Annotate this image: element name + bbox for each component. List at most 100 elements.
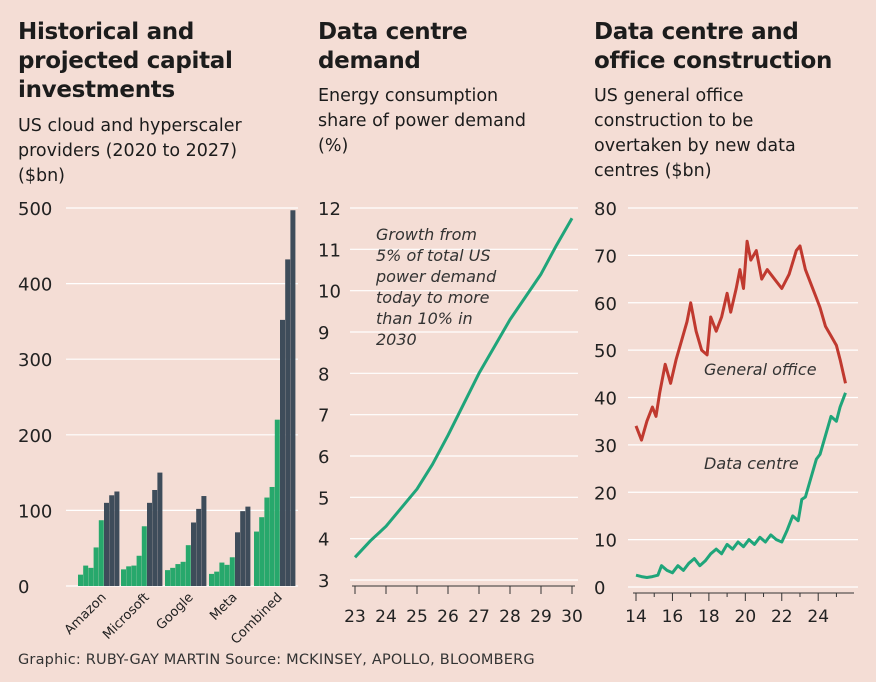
bar [147,502,152,586]
x-tick-label: 25 [406,607,428,627]
y-tick-label: 0 [18,577,29,598]
bar [229,557,235,586]
bar [290,210,296,586]
y-tick-label: 5 [318,488,329,509]
bar [214,571,220,586]
bar [191,522,196,586]
y-tick-label: 60 [594,294,617,315]
bar [280,319,285,586]
bar [209,573,214,586]
x-tick-label: 28 [499,607,521,627]
bar [165,570,170,586]
x-tick-label: 26 [437,607,459,627]
y-tick-label: 0 [594,578,605,599]
bar [88,567,94,586]
x-tick-label: 14 [625,607,647,627]
bar [269,486,275,586]
series-label-data-centre: Data centre [704,454,799,473]
y-tick-label: 4 [318,530,329,551]
bar [245,506,251,586]
annotation-text: 5% of total US [376,246,491,265]
y-tick-label: 6 [318,447,329,468]
series-label-general-office: General office [704,360,817,379]
energy-demand-line [353,217,574,559]
bar [219,562,225,586]
annotation-text: today to more [376,288,490,307]
x-tick-label: 24 [807,607,829,627]
footer-credit: Graphic: RUBY-GAY MARTIN Source: MCKINSE… [18,652,535,668]
bar [254,531,259,586]
y-tick-label: 300 [18,350,52,371]
bar [240,511,246,586]
general-office-line [634,239,847,442]
annotation-text: 2030 [376,330,417,349]
x-tick-label: 27 [468,607,490,627]
bar [201,496,207,586]
data-centre-line [635,392,847,579]
bar [109,495,115,586]
construction-subtitle: US general office construction to be ove… [594,86,796,181]
annotation-text: power demand [375,267,497,286]
y-tick-label: 9 [318,323,329,344]
y-tick-label: 500 [18,199,52,220]
bar [126,566,132,586]
x-tick-label: 30 [561,607,583,627]
demand-subtitle: Energy consumption share of power demand… [318,86,527,156]
y-tick-label: 50 [594,341,617,362]
y-tick-label: 12 [318,199,341,220]
y-tick-label: 30 [594,436,617,457]
x-tick-label: 24 [375,607,397,627]
y-tick-label: 3 [318,571,329,592]
y-tick-label: 20 [594,483,617,504]
y-tick-label: 200 [18,426,52,447]
demand-title: Data centre demand [318,19,468,74]
y-tick-label: 10 [318,282,341,303]
bar [185,545,191,586]
bar [264,497,270,586]
capex-title: Historical and projected capital investm… [18,19,233,103]
bar [170,567,176,586]
x-tick-label: 18 [698,607,720,627]
y-tick-label: 400 [18,275,52,296]
bar [98,520,104,586]
bar [285,259,291,586]
x-tick-label: 22 [771,607,793,627]
construction-title: Data centre and office construction [594,19,833,74]
y-tick-label: 80 [594,199,617,220]
y-tick-label: 40 [594,389,617,410]
bar [104,502,109,586]
x-tick-label: 23 [344,607,366,627]
y-tick-label: 100 [18,501,52,522]
capex-subtitle: US cloud and hyperscaler providers (2020… [18,116,242,186]
bar [152,489,158,586]
x-tick-label: 20 [735,607,757,627]
bar [157,472,163,586]
bar [78,574,83,586]
annotation-text: Growth from [376,225,477,244]
bar [93,547,99,586]
bar [131,565,137,586]
bar [235,532,240,586]
bar [136,555,142,586]
y-tick-label: 11 [318,240,341,261]
bar [114,491,120,586]
bar [224,564,230,586]
x-tick-label: 29 [530,607,552,627]
bar [259,517,265,586]
y-tick-label: 70 [594,246,617,267]
bar [180,561,186,586]
bar [274,419,280,586]
bar [141,526,147,586]
bar [196,508,202,586]
y-tick-label: 10 [594,531,617,552]
bar [175,564,181,586]
y-tick-label: 7 [318,406,329,427]
bar [121,569,126,586]
y-tick-label: 8 [318,364,329,385]
x-tick-label: 16 [662,607,684,627]
annotation-text: than 10% in [376,309,473,328]
bar [83,565,89,586]
